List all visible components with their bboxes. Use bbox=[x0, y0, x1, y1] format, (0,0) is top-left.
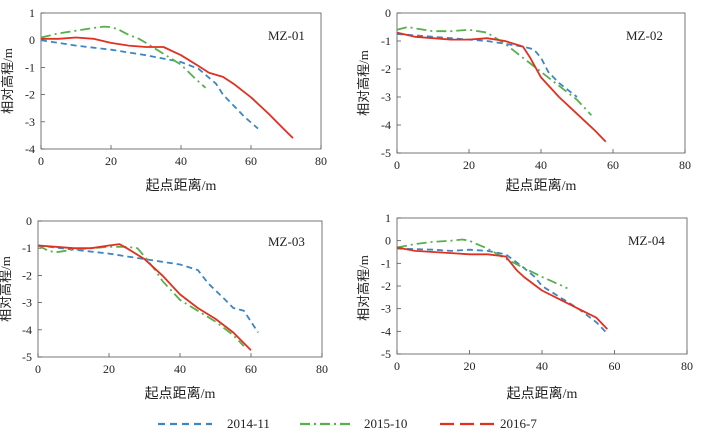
series-line-2015-10 bbox=[396, 238, 568, 290]
y-tick-label: -3 bbox=[22, 296, 32, 310]
y-tick-label: -2 bbox=[381, 62, 391, 76]
series-line-2015-10 bbox=[396, 26, 593, 116]
x-tick-label: 0 bbox=[394, 359, 400, 373]
y-tick-label: -4 bbox=[381, 324, 391, 338]
series-line-2016-7 bbox=[396, 246, 608, 330]
x-axis-label: 起点距离/m bbox=[507, 385, 578, 402]
y-tick-label: -4 bbox=[381, 118, 391, 132]
panel-mz-01: 0 20 40 60 80 1 0 -1 -2 -3 -4 MZ-01 起点距离/m 相对高程/m bbox=[0, 6, 327, 194]
x-tick-label: 80 bbox=[679, 158, 691, 172]
x-tick-label: 20 bbox=[103, 362, 115, 376]
x-tick-label: 60 bbox=[607, 158, 619, 172]
y-tick-label: -2 bbox=[25, 88, 35, 102]
y-tick-label: -1 bbox=[25, 60, 35, 74]
y-tick-label: -2 bbox=[381, 279, 391, 293]
panel-title: MZ-02 bbox=[626, 28, 663, 43]
series-line-2016-7 bbox=[396, 31, 607, 143]
x-tick-label: 40 bbox=[174, 362, 186, 376]
y-tick-label: -3 bbox=[25, 115, 35, 129]
x-tick-label: 80 bbox=[315, 154, 327, 168]
y-tick-label: -1 bbox=[22, 241, 32, 255]
x-axis-label: 起点距离/m bbox=[145, 385, 216, 402]
series-line-2014-11 bbox=[396, 247, 608, 335]
series-line-2015-10 bbox=[37, 244, 245, 347]
y-ticks: 0 -1 -2 -3 -4 -5 bbox=[381, 6, 401, 160]
series-line-2016-7 bbox=[41, 36, 294, 139]
y-ticks: 1 0 -1 -2 -3 -4 -5 bbox=[381, 211, 401, 361]
panel-mz-03: 0 20 40 60 80 0 -1 -2 -3 -4 -5 MZ-03 起点距离/m 相对高程/… bbox=[0, 214, 328, 402]
y-axis-label: 相对高程/m bbox=[0, 256, 13, 322]
x-ticks: 0 20 40 60 80 bbox=[394, 350, 693, 373]
series-group bbox=[396, 26, 607, 143]
y-ticks: 1 0 -1 -2 -3 -4 bbox=[25, 6, 45, 156]
panel-title: MZ-04 bbox=[628, 233, 665, 248]
y-ticks: 0 -1 -2 -3 -4 -5 bbox=[22, 214, 42, 364]
x-tick-label: 60 bbox=[609, 359, 621, 373]
x-tick-label: 60 bbox=[245, 362, 257, 376]
series-group bbox=[396, 238, 608, 335]
y-tick-label: 0 bbox=[26, 214, 32, 228]
panel-title: MZ-03 bbox=[268, 234, 305, 249]
y-tick-label: -1 bbox=[381, 34, 391, 48]
x-tick-label: 0 bbox=[394, 158, 400, 172]
y-tick-label: 0 bbox=[385, 6, 391, 20]
x-axis-label: 起点距离/m bbox=[506, 177, 577, 194]
series-line-2014-11 bbox=[40, 39, 259, 130]
y-tick-label: 1 bbox=[29, 6, 35, 20]
x-tick-label: 0 bbox=[38, 154, 44, 168]
y-tick-label: -3 bbox=[381, 90, 391, 104]
x-tick-label: 60 bbox=[245, 154, 257, 168]
x-ticks: 0 20 40 60 80 bbox=[38, 145, 327, 168]
y-tick-label: -2 bbox=[22, 268, 32, 282]
series-group bbox=[40, 25, 294, 139]
legend: 2014-11 2015-10 2016-7 bbox=[158, 416, 537, 431]
y-tick-label: 1 bbox=[385, 211, 391, 225]
y-tick-label: -4 bbox=[25, 142, 35, 156]
series-line-2016-7 bbox=[37, 243, 252, 351]
x-axis-label: 起点距离/m bbox=[146, 177, 217, 194]
x-tick-label: 40 bbox=[536, 359, 548, 373]
y-axis-label: 相对高程/m bbox=[0, 48, 15, 114]
x-ticks: 0 20 40 60 80 bbox=[394, 149, 691, 172]
series-line-2014-11 bbox=[37, 244, 259, 333]
y-tick-label: -3 bbox=[381, 302, 391, 316]
y-tick-label: -4 bbox=[22, 323, 32, 337]
y-tick-label: -1 bbox=[381, 256, 391, 270]
x-tick-label: 80 bbox=[681, 359, 693, 373]
x-tick-label: 20 bbox=[105, 154, 117, 168]
legend-label: 2015-10 bbox=[364, 416, 407, 431]
y-tick-label: -5 bbox=[381, 146, 391, 160]
y-tick-label: -5 bbox=[381, 347, 391, 361]
x-tick-label: 20 bbox=[463, 158, 475, 172]
series-group bbox=[37, 243, 259, 351]
y-tick-label: 0 bbox=[29, 33, 35, 47]
series-line-2015-10 bbox=[40, 25, 207, 89]
panel-mz-04: 0 20 40 60 80 1 0 -1 -2 -3 -4 -5 MZ-04 起点距离/m 相对高程… bbox=[356, 211, 693, 402]
y-axis-label: 相对高程/m bbox=[356, 255, 371, 321]
x-tick-label: 40 bbox=[535, 158, 547, 172]
x-ticks: 0 20 40 60 80 bbox=[35, 353, 328, 376]
legend-label: 2014-11 bbox=[227, 416, 270, 431]
x-tick-label: 40 bbox=[175, 154, 187, 168]
y-tick-label: 0 bbox=[385, 234, 391, 248]
x-tick-label: 80 bbox=[316, 362, 328, 376]
legend-label: 2016-7 bbox=[500, 416, 537, 431]
x-tick-label: 20 bbox=[464, 359, 476, 373]
panel-title: MZ-01 bbox=[268, 28, 305, 43]
panel-mz-02: 0 20 40 60 80 0 -1 -2 -3 -4 -5 MZ-02 起点距离/m 相对高程/… bbox=[356, 6, 691, 194]
y-tick-label: -5 bbox=[22, 350, 32, 364]
x-tick-label: 0 bbox=[35, 362, 41, 376]
y-axis-label: 相对高程/m bbox=[356, 50, 371, 116]
